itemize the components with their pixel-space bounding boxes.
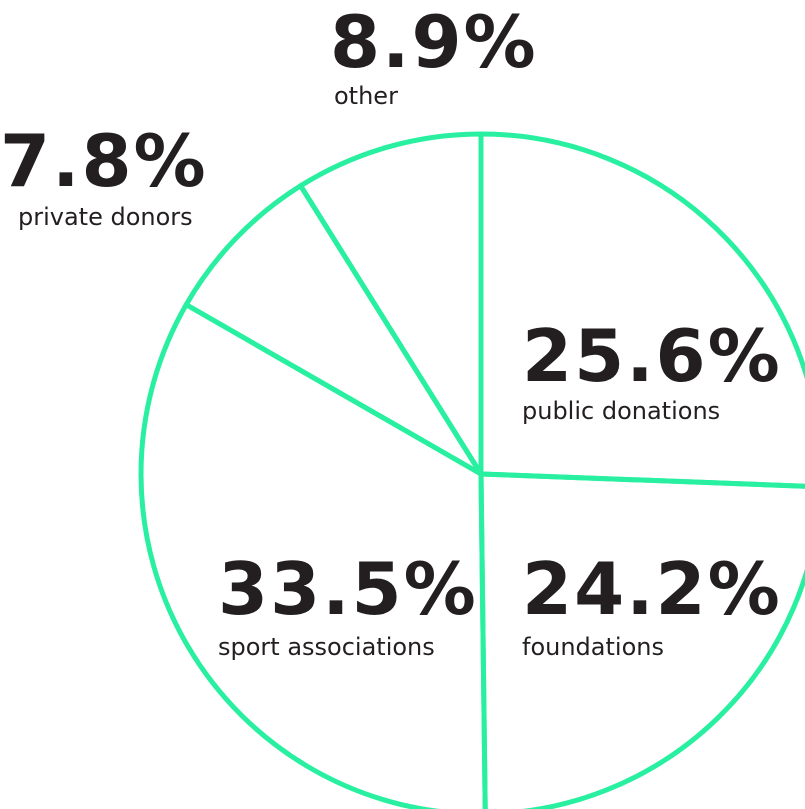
pie-slice-foundations xyxy=(478,471,805,809)
pie-slice-private-donors xyxy=(183,183,484,477)
slice-value-label: 24.2% xyxy=(522,547,782,631)
slice-category-label: foundations xyxy=(522,633,664,661)
slice-value-label: 25.6% xyxy=(522,314,782,398)
slice-value-label: 7.8% xyxy=(0,119,208,203)
pie-slice-other xyxy=(298,131,484,477)
slice-value-label: 8.9% xyxy=(330,0,538,84)
slice-category-label: sport associations xyxy=(218,633,435,661)
slice-category-label: other xyxy=(334,82,398,110)
pie-slices xyxy=(138,131,805,809)
pie-slice-sport-associations xyxy=(138,302,488,809)
slice-value-label: 33.5% xyxy=(218,547,478,631)
pie-slice-public-donations xyxy=(478,131,805,489)
pie-labels: 25.6%public donations 24.2%foundations 33.… xyxy=(0,0,782,661)
slice-category-label: private donors xyxy=(18,203,193,231)
slice-category-label: public donations xyxy=(522,397,720,425)
